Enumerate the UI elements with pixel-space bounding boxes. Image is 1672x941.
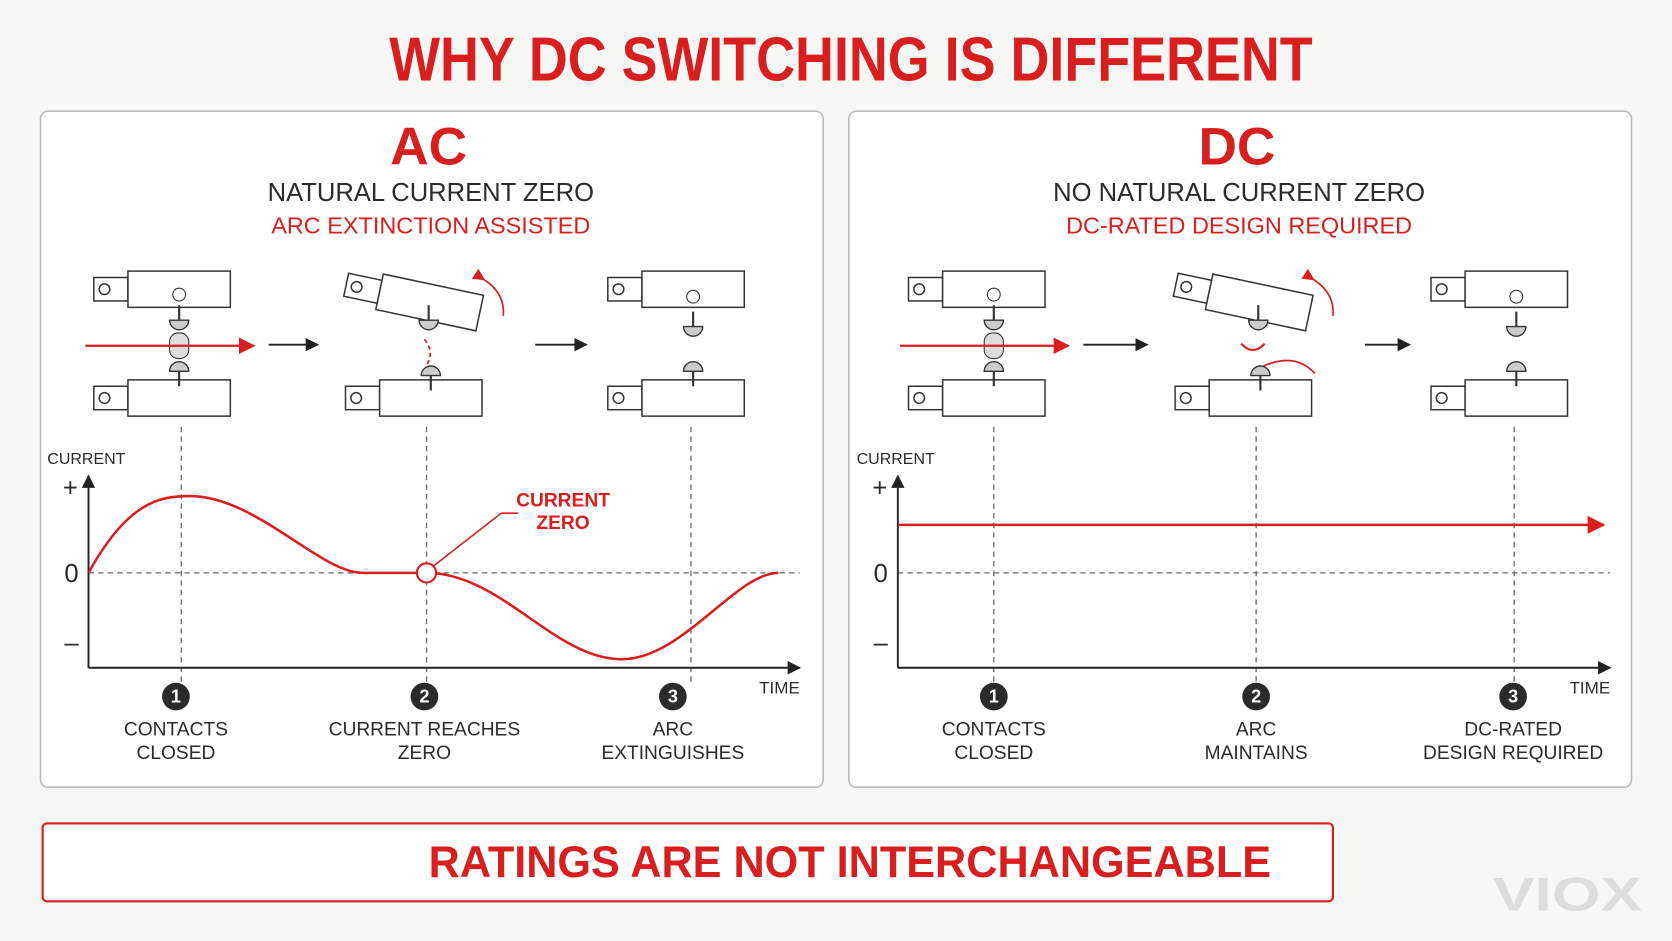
pivot xyxy=(986,287,1001,302)
contact-block xyxy=(1174,379,1313,417)
step-label: ZERO xyxy=(398,743,451,764)
contact-tip xyxy=(1250,365,1271,377)
arm xyxy=(641,379,746,417)
step-badge xyxy=(979,682,1008,711)
step-badge xyxy=(162,682,190,711)
screw xyxy=(1435,391,1448,405)
screw xyxy=(612,391,625,405)
footer: RATINGS ARE NOT INTERCHANGEABLE xyxy=(429,837,1271,887)
pivot xyxy=(172,287,187,302)
contact-block xyxy=(607,379,746,417)
pivot xyxy=(686,289,701,304)
panel-heading: AC xyxy=(390,118,467,177)
contact-tip xyxy=(1247,319,1269,331)
x-axis-label: TIME xyxy=(1570,679,1611,698)
screw xyxy=(1435,283,1448,296)
screw xyxy=(1179,391,1192,405)
leader xyxy=(432,512,519,568)
step-number: 3 xyxy=(1508,686,1518,706)
zero-label: 0 xyxy=(64,560,78,588)
step-label: EXTINGUISHES xyxy=(601,743,744,764)
step-label: CONTACTS xyxy=(124,720,228,741)
watermark: VIOX xyxy=(1493,868,1642,920)
step-label: ARC xyxy=(653,720,694,741)
contact-tip xyxy=(1506,325,1527,337)
step-number: 2 xyxy=(1251,686,1261,706)
panel-note: DC-RATED DESIGN REQUIRED xyxy=(1066,213,1412,239)
contact-tip xyxy=(983,319,1005,331)
arc xyxy=(1263,359,1316,375)
step-badge xyxy=(410,682,439,711)
panel-note: ARC EXTINCTION ASSISTED xyxy=(271,213,590,239)
annotation: CURRENT xyxy=(516,490,610,511)
plus-label: + xyxy=(63,474,78,502)
zero-marker xyxy=(415,562,438,584)
screw xyxy=(98,391,111,405)
step-badge xyxy=(1242,682,1270,711)
step-label: ARC xyxy=(1236,720,1277,741)
contact-block xyxy=(93,270,232,309)
contact-tip xyxy=(682,325,704,337)
plus-label: + xyxy=(872,474,887,502)
contact-tip xyxy=(420,365,442,377)
panel-heading: DC xyxy=(1198,118,1275,177)
step-badge xyxy=(658,682,687,711)
arc xyxy=(1240,342,1266,352)
screw xyxy=(913,283,926,296)
contact-block xyxy=(1430,379,1569,417)
step-number: 1 xyxy=(989,686,999,706)
contact-tip xyxy=(418,319,439,331)
panel-subtitle: NO NATURAL CURRENT ZERO xyxy=(1053,179,1425,207)
screw xyxy=(350,391,363,405)
motion-arrow xyxy=(471,268,505,316)
y-axis-label: CURRENT xyxy=(47,451,125,468)
step-number: 2 xyxy=(419,686,429,706)
contact-block xyxy=(607,270,746,309)
contact-tip xyxy=(1506,361,1527,373)
step-number: 1 xyxy=(171,686,181,706)
panel-subtitle: NATURAL CURRENT ZERO xyxy=(268,179,594,207)
screw xyxy=(98,283,111,296)
step-label: CLOSED xyxy=(954,743,1033,764)
step-label: CURRENT REACHES xyxy=(329,720,521,741)
step-label: DC-RATED xyxy=(1464,720,1562,741)
contact-block xyxy=(1172,272,1314,332)
y-axis-label: CURRENT xyxy=(857,451,935,468)
minus-label: – xyxy=(64,629,79,657)
annotation: ZERO xyxy=(536,513,589,534)
screw xyxy=(913,391,926,405)
contact-tip xyxy=(983,361,1005,373)
contact-tip xyxy=(168,319,190,331)
step-label: CLOSED xyxy=(136,743,215,764)
screw xyxy=(612,283,625,296)
step-number: 3 xyxy=(668,686,678,706)
pivot xyxy=(1509,289,1524,304)
step-label: DESIGN REQUIRED xyxy=(1423,743,1603,764)
x-axis-label: TIME xyxy=(759,679,800,698)
title: WHY DC SWITCHING IS DIFFERENT xyxy=(389,26,1313,95)
screw xyxy=(350,280,363,294)
contact-tip xyxy=(682,361,704,373)
gap xyxy=(423,338,432,366)
motion-arrow xyxy=(1301,268,1334,316)
contact-tip xyxy=(168,361,190,373)
step-label: CONTACTS xyxy=(942,720,1046,741)
footer-box xyxy=(41,822,1334,903)
minus-label: – xyxy=(874,629,889,657)
zero-label: 0 xyxy=(874,560,888,588)
step-badge xyxy=(1499,682,1527,711)
step-label: MAINTAINS xyxy=(1205,743,1308,764)
screw xyxy=(1180,280,1193,294)
